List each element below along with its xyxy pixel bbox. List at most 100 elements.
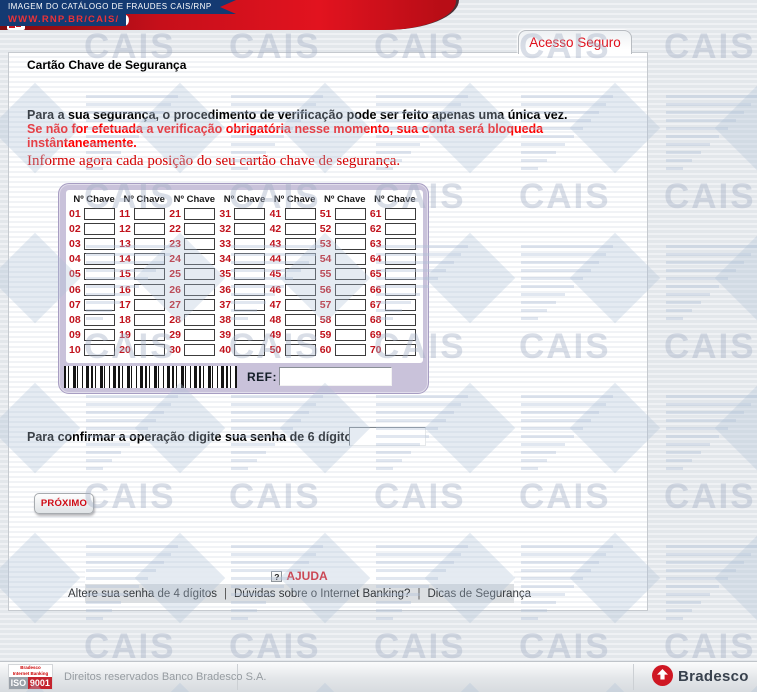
key-number: 25 [169, 268, 181, 281]
key-input[interactable] [84, 222, 115, 235]
key-input[interactable] [134, 313, 166, 326]
footer-divider [237, 664, 238, 690]
key-input[interactable] [284, 222, 316, 235]
key-cell: 55 [320, 267, 370, 282]
key-input[interactable] [384, 283, 416, 296]
key-input[interactable] [384, 313, 416, 326]
key-input[interactable] [334, 222, 366, 235]
key-input[interactable] [234, 268, 266, 281]
key-input[interactable] [234, 253, 266, 266]
key-input[interactable] [184, 313, 216, 326]
key-input[interactable] [334, 268, 366, 281]
key-number: 20 [119, 344, 131, 357]
key-input[interactable] [234, 207, 266, 220]
footer-link[interactable]: Dúvidas sobre o Internet Banking? [233, 587, 411, 600]
key-input[interactable] [384, 268, 416, 281]
ref-input[interactable] [279, 367, 392, 386]
key-input[interactable] [84, 283, 115, 296]
key-input[interactable] [184, 253, 216, 266]
key-input[interactable] [184, 268, 216, 281]
key-input[interactable] [334, 344, 366, 357]
key-input[interactable] [184, 344, 216, 357]
key-number: 55 [319, 268, 332, 281]
key-input[interactable] [84, 253, 115, 266]
key-input[interactable] [334, 237, 366, 250]
key-input[interactable] [334, 298, 366, 311]
key-input[interactable] [134, 283, 166, 296]
key-cell: 10 [69, 343, 119, 358]
key-input[interactable] [334, 313, 366, 326]
key-input[interactable] [184, 329, 216, 342]
key-input[interactable] [284, 237, 316, 250]
key-input[interactable] [134, 268, 166, 281]
key-input[interactable] [234, 237, 266, 250]
key-input[interactable] [284, 253, 316, 266]
key-input[interactable] [184, 283, 216, 296]
key-input[interactable] [234, 313, 266, 326]
key-input[interactable] [334, 329, 366, 342]
key-input[interactable] [234, 222, 266, 235]
key-input[interactable] [384, 222, 416, 235]
key-input[interactable] [284, 313, 316, 326]
key-input[interactable] [134, 344, 166, 357]
question-mark-icon[interactable]: ? [271, 570, 283, 582]
key-input[interactable] [284, 207, 316, 220]
help-link[interactable]: AJUDA [286, 569, 328, 583]
key-number: 59 [319, 329, 332, 342]
key-input[interactable] [84, 313, 115, 326]
key-input[interactable] [284, 298, 316, 311]
key-input[interactable] [84, 298, 115, 311]
key-input[interactable] [234, 298, 266, 311]
key-input[interactable] [384, 207, 416, 220]
key-input[interactable] [234, 283, 266, 296]
key-number: 39 [219, 329, 232, 342]
key-input[interactable] [384, 344, 416, 357]
key-input[interactable] [84, 344, 115, 357]
key-input[interactable] [284, 268, 316, 281]
key-cell: 27 [169, 297, 219, 312]
key-input[interactable] [134, 237, 166, 250]
key-input[interactable] [84, 329, 115, 342]
key-input[interactable] [84, 237, 115, 250]
key-input[interactable] [384, 329, 416, 342]
key-input[interactable] [384, 298, 416, 311]
key-cell: 30 [169, 343, 219, 358]
key-input[interactable] [384, 253, 416, 266]
tab-acesso-seguro[interactable]: Acesso Seguro [518, 30, 632, 54]
key-number: 46 [269, 283, 282, 296]
cais-banner-url[interactable]: WWW.RNP.BR/CAIS/ [0, 14, 127, 26]
footer-link[interactable]: Dicas de Segurança [427, 587, 531, 600]
key-number: 56 [319, 283, 332, 296]
key-input[interactable] [234, 344, 266, 357]
key-input[interactable] [134, 298, 166, 311]
key-input[interactable] [134, 253, 166, 266]
key-input[interactable] [234, 329, 266, 342]
key-input[interactable] [334, 283, 366, 296]
key-input[interactable] [134, 207, 166, 220]
key-input[interactable] [284, 283, 316, 296]
footer-link[interactable]: Altere sua senha de 4 dígitos [68, 587, 217, 600]
key-input[interactable] [284, 329, 316, 342]
key-input[interactable] [134, 222, 166, 235]
key-input[interactable] [334, 253, 366, 266]
key-input[interactable] [384, 237, 416, 250]
key-input[interactable] [184, 207, 216, 220]
key-cell: 03 [69, 236, 119, 251]
key-input[interactable] [84, 268, 115, 281]
key-cell: 57 [320, 297, 370, 312]
key-number: 36 [219, 283, 232, 296]
key-input[interactable] [284, 344, 316, 357]
key-cell: 18 [119, 312, 169, 327]
password-input[interactable] [349, 427, 426, 446]
key-input[interactable] [134, 329, 166, 342]
key-grid-panel: Nº Chave Nº Chave Nº Chave Nº Chave Nº Chave… [66, 190, 423, 363]
next-button[interactable]: PRÓXIMO [34, 493, 94, 514]
cais-fraud-banner: IMAGEM DO CATÁLOGO DE FRAUDES CAIS/RNP W… [0, 0, 236, 26]
barcode-image [64, 366, 237, 388]
key-input[interactable] [334, 207, 366, 220]
key-input[interactable] [84, 207, 115, 220]
key-input[interactable] [184, 237, 216, 250]
key-input[interactable] [184, 222, 216, 235]
key-cell: 54 [320, 252, 370, 267]
key-input[interactable] [184, 298, 216, 311]
